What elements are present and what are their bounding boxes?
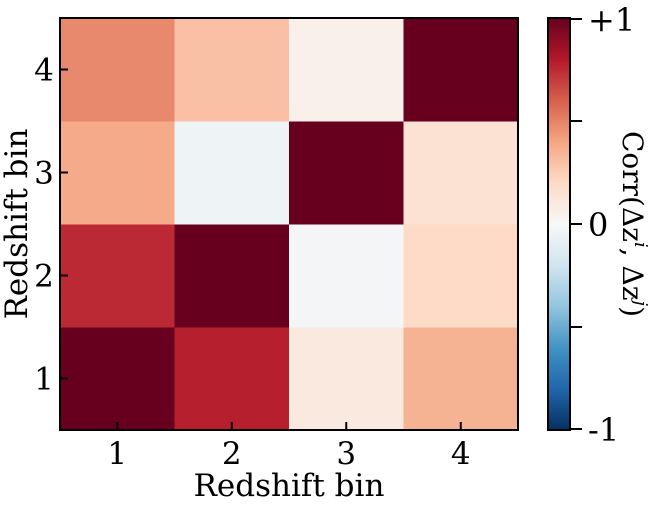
- heatmap-cell: [403, 327, 519, 431]
- heatmap-cell: [403, 18, 519, 122]
- x-tick-label: 2: [222, 436, 242, 472]
- heatmap-cell: [60, 18, 175, 122]
- heatmap-cell: [289, 121, 404, 225]
- heatmap-cell: [174, 121, 290, 225]
- y-tick-label: 4: [34, 53, 54, 89]
- heatmap-cell: [289, 327, 404, 431]
- colorbar-gradient: [547, 17, 571, 431]
- y-axis-ticks: 1 2 3 4: [34, 53, 68, 398]
- x-axis-ticks: 1 2 3 4: [107, 422, 471, 472]
- x-tick-label: 4: [451, 436, 471, 472]
- colorbar-tick-top: +1: [588, 1, 635, 39]
- heatmap-cell: [174, 18, 290, 122]
- y-axis-label: Redshift bin: [0, 129, 35, 320]
- colorbar: +1 0 -1 Corr(Δzi, Δzj): [547, 1, 651, 449]
- y-tick-label: 3: [34, 156, 54, 192]
- x-axis-label: Redshift bin: [194, 468, 385, 504]
- colorbar-label: Corr(Δzi, Δzj): [616, 131, 651, 317]
- heatmap-cell: [60, 224, 175, 328]
- colorbar-ticks: [570, 18, 582, 430]
- colorbar-tick-bottom: -1: [588, 411, 619, 449]
- heatmap-cell: [60, 327, 175, 431]
- heatmap-cell: [403, 121, 519, 225]
- heatmap-cell: [60, 121, 175, 225]
- heatmap-cells: [60, 18, 519, 431]
- heatmap-cell: [174, 224, 290, 328]
- y-tick-label: 2: [34, 259, 54, 295]
- heatmap-cell: [289, 224, 404, 328]
- heatmap-cell: [174, 327, 290, 431]
- x-tick-label: 3: [336, 436, 356, 472]
- x-tick-label: 1: [107, 436, 127, 472]
- colorbar-tick-mid: 0: [588, 206, 608, 244]
- heatmap-cell: [289, 18, 404, 122]
- plot-frame: [59, 17, 519, 431]
- heatmap-cell: [403, 224, 519, 328]
- y-tick-label: 1: [34, 362, 54, 398]
